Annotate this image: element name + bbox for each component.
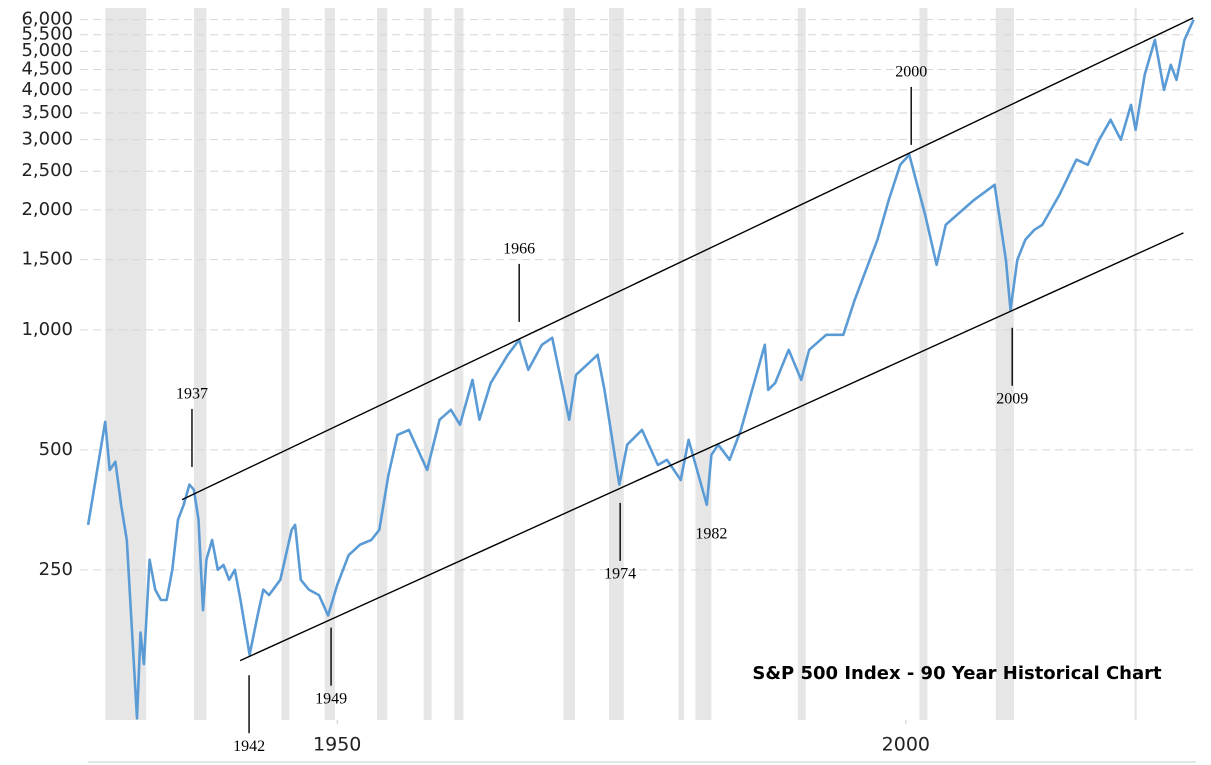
annotation-label: 1942 — [233, 738, 265, 755]
y-tick-label: 1,000 — [21, 319, 73, 340]
recession-bands — [105, 8, 1137, 720]
y-tick-label: 3,000 — [21, 129, 73, 150]
recession-band — [563, 8, 575, 720]
recession-band — [377, 8, 388, 720]
annotation-label: 2000 — [895, 64, 927, 81]
recession-band — [423, 8, 432, 720]
y-tick-label: 3,500 — [21, 102, 73, 123]
plot: 1937 1942 1949 1966 1974 1982 2000 2009 — [86, 17, 1195, 755]
y-tick-label: 5,000 — [21, 40, 73, 61]
y-tick-label: 500 — [39, 439, 73, 460]
recession-band — [193, 8, 207, 720]
recession-band — [324, 8, 335, 720]
y-tick-label: 2,500 — [21, 160, 73, 181]
annotation-label: 1937 — [176, 386, 208, 403]
y-tick-label: 5,500 — [21, 24, 73, 45]
x-tick-label: 2000 — [882, 734, 930, 756]
recession-band — [454, 8, 464, 720]
recession-band — [695, 8, 712, 720]
recession-band — [1134, 8, 1137, 720]
price-line — [86, 19, 1195, 720]
recession-band — [678, 8, 685, 720]
x-tick-label: 1950 — [313, 734, 361, 756]
recession-band — [919, 8, 928, 720]
chart-title: S&P 500 Index - 90 Year Historical Chart — [752, 663, 1162, 684]
trend-line — [181, 17, 1194, 501]
y-tick-label: 2,000 — [21, 199, 73, 220]
recession-band — [105, 8, 147, 720]
recession-band — [609, 8, 624, 720]
y-tick-label: 6,000 — [21, 9, 73, 30]
y-tick-label: 4,500 — [21, 58, 73, 79]
annotation-label: 1949 — [315, 690, 347, 707]
y-tick-label: 1,500 — [21, 249, 73, 270]
y-tick-label: 4,000 — [21, 79, 73, 100]
y-tick-label: 250 — [39, 559, 73, 580]
recession-band — [995, 8, 1014, 720]
annotation-label: 1966 — [503, 241, 535, 258]
grid: 250 500 1,000 1,500 2,000 2,500 3,000 3,5004,00… — [21, 9, 1197, 756]
annotation-label: 1982 — [695, 525, 727, 542]
trend-line — [239, 232, 1184, 662]
recession-band — [281, 8, 290, 720]
annotation-label: 2009 — [996, 390, 1028, 407]
annotation-label: 1974 — [604, 566, 636, 583]
recession-band — [797, 8, 806, 720]
